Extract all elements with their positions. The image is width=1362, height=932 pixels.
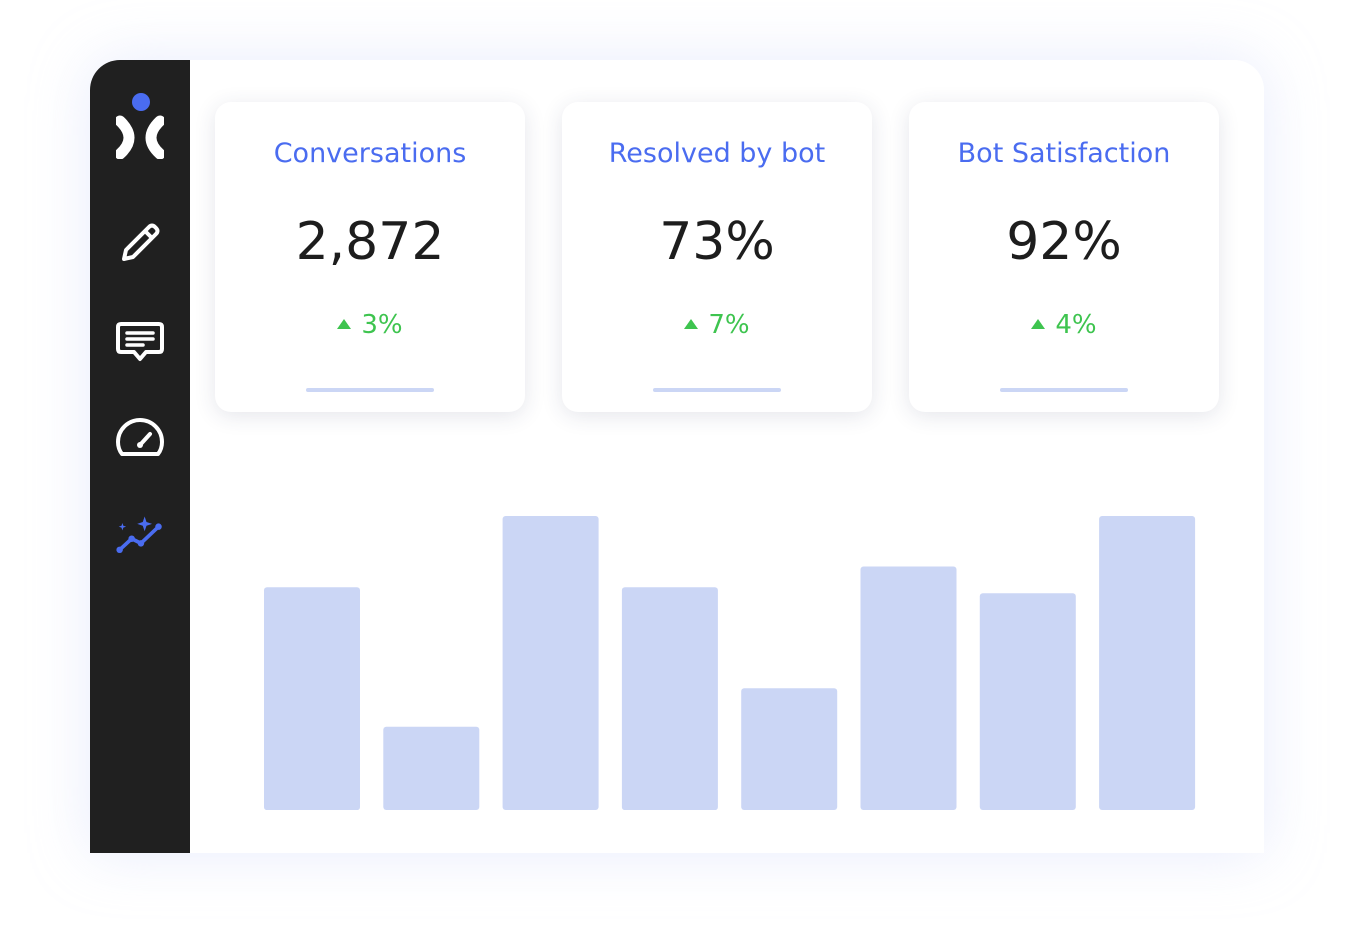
chart-bar-6 — [860, 566, 957, 810]
stat-underline — [653, 388, 781, 392]
stat-title: Conversations — [273, 138, 467, 169]
stat-change: 7% — [562, 310, 872, 340]
trend-up-icon — [337, 319, 352, 329]
sidebar — [90, 60, 190, 853]
stat-value: 73% — [659, 212, 775, 272]
stat-change-value: 3% — [361, 310, 403, 340]
main-content: Conversations 2,872 3% Resolved by bot 7… — [190, 60, 1264, 853]
stat-card-conversations: Conversations 2,872 3% — [215, 102, 525, 412]
stat-underline — [1000, 388, 1128, 392]
stat-title: Resolved by bot — [608, 138, 826, 169]
dashboard-window: Conversations 2,872 3% Resolved by bot 7… — [90, 60, 1264, 853]
chart-bar-3 — [502, 516, 599, 810]
chart-bar-7 — [979, 593, 1076, 810]
speedometer-icon[interactable] — [115, 413, 165, 463]
bar-chart — [264, 516, 1196, 810]
logo-icon[interactable] — [115, 93, 165, 159]
analytics-sparkle-icon[interactable] — [115, 510, 165, 560]
chart-bar-8 — [1099, 516, 1196, 810]
chat-icon[interactable] — [115, 317, 165, 367]
stat-change-value: 4% — [1055, 310, 1097, 340]
stat-value: 2,872 — [295, 212, 445, 272]
stat-change: 3% — [215, 310, 525, 340]
stat-card-resolved-by-bot: Resolved by bot 73% 7% — [562, 102, 872, 412]
chart-bar-2 — [383, 726, 480, 810]
stat-card-bot-satisfaction: Bot Satisfaction 92% 4% — [909, 102, 1219, 412]
pencil-icon[interactable] — [115, 218, 165, 268]
chart-bar-1 — [264, 587, 360, 810]
trend-up-icon — [1031, 319, 1046, 329]
stat-title: Bot Satisfaction — [957, 138, 1171, 169]
stat-underline — [306, 388, 434, 392]
stat-change-value: 7% — [708, 310, 750, 340]
trend-up-icon — [684, 319, 699, 329]
chart-bar-5 — [741, 688, 838, 810]
stat-value: 92% — [1006, 212, 1122, 272]
stat-change: 4% — [909, 310, 1219, 340]
chart-bar-4 — [621, 587, 718, 810]
